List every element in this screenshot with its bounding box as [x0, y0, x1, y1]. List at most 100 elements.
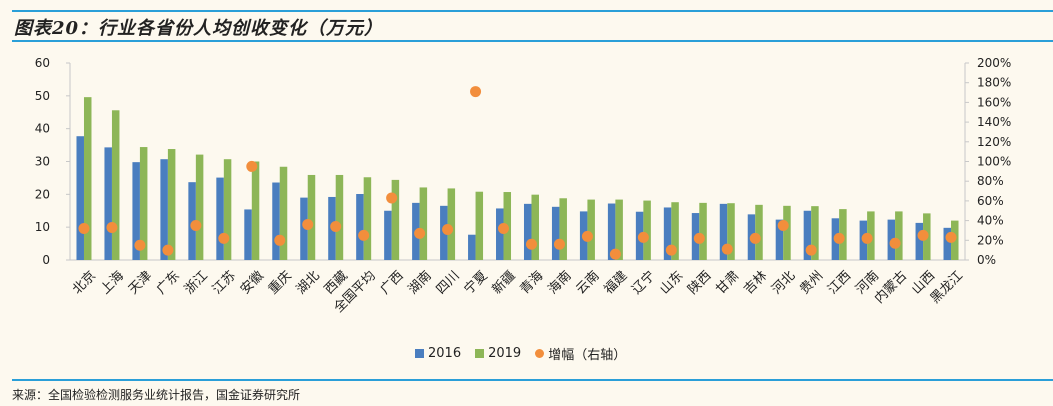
bar-2019-17: [559, 198, 567, 260]
x-tick-label: 江苏: [209, 268, 239, 298]
growth-point-8: [302, 219, 314, 231]
y2-tick-label: 40%: [977, 214, 1004, 228]
bar-2016-30: [915, 222, 924, 260]
bar-2016-5: [216, 177, 224, 260]
y2-tick-label: 200%: [977, 56, 1011, 70]
bar-2016-10: [356, 194, 364, 260]
y2-tick-label: 140%: [977, 115, 1011, 129]
y2-tick-label: 120%: [977, 135, 1011, 149]
growth-point-5: [218, 232, 230, 244]
y-tick-label: 60: [35, 56, 50, 70]
growth-point-6: [246, 160, 258, 172]
y-tick-label: 10: [35, 220, 50, 234]
legend-label-2016: 2016: [428, 346, 462, 361]
y2-tick-label: 80%: [977, 174, 1004, 188]
y2-tick-label: 60%: [977, 194, 1004, 208]
growth-point-16: [525, 238, 537, 250]
bar-2016-25: [775, 219, 784, 260]
bar-2019-22: [699, 202, 707, 260]
legend-swatch-2019: [475, 349, 485, 358]
y2-tick-label: 100%: [977, 155, 1011, 169]
bar-2016-21: [663, 207, 672, 260]
x-tick-label: 辽宁: [629, 268, 659, 298]
bar-2016-15: [496, 208, 504, 260]
x-tick-label: 甘肃: [713, 268, 742, 297]
x-tick-label: 黑龙江: [928, 268, 966, 306]
legend: 2016 2019 增幅（右轴）: [415, 344, 626, 363]
growth-point-26: [805, 244, 817, 256]
bar-2019-8: [307, 174, 316, 260]
x-tick-label: 天津: [126, 268, 155, 297]
growth-point-17: [553, 238, 565, 250]
growth-point-30: [917, 229, 929, 241]
x-tick-label: 湖南: [405, 268, 435, 298]
bar-2016-23: [719, 203, 728, 260]
y-tick-label: 50: [35, 89, 50, 103]
bar-2016-0: [76, 136, 84, 260]
growth-point-4: [190, 220, 202, 232]
y-tick-label: 20: [35, 187, 50, 201]
y2-tick-label: 0%: [977, 253, 996, 267]
bar-2019-13: [447, 188, 456, 260]
growth-point-13: [442, 223, 454, 235]
y2-tick-label: 160%: [977, 95, 1011, 109]
bar-2019-14: [475, 191, 484, 260]
bar-2019-23: [727, 203, 735, 260]
growth-point-23: [721, 243, 733, 255]
growth-point-3: [162, 244, 174, 256]
bar-2019-12: [419, 187, 428, 260]
growth-point-19: [609, 248, 621, 260]
bar-2016-17: [551, 206, 560, 260]
y2-tick-label: 180%: [977, 76, 1011, 90]
y-tick-label: 40: [35, 122, 50, 136]
x-tick-label: 吉林: [741, 268, 770, 297]
bar-2016-19: [607, 203, 616, 260]
x-tick-label: 海南: [545, 268, 575, 298]
bar-2019-10: [363, 177, 372, 260]
x-tick-label: 浙江: [182, 268, 211, 297]
x-tick-label: 江西: [825, 268, 854, 297]
growth-point-31: [945, 231, 957, 243]
x-tick-label: 内蒙古: [871, 268, 910, 307]
legend-label-2019: 2019: [488, 346, 522, 361]
x-tick-label: 宁夏: [461, 268, 491, 298]
y-tick-label: 0: [42, 253, 50, 267]
growth-point-1: [106, 221, 118, 233]
bar-2016-16: [523, 203, 532, 260]
x-tick-label: 安徽: [238, 268, 267, 297]
x-tick-label: 广西: [378, 268, 407, 297]
bar-2019-19: [615, 199, 623, 260]
x-tick-label: 贵州: [797, 268, 826, 297]
bar-2016-26: [803, 210, 812, 260]
legend-item-growth: 增幅（右轴）: [535, 344, 626, 363]
growth-point-25: [777, 220, 789, 232]
bar-2019-20: [643, 200, 651, 260]
growth-point-9: [330, 221, 342, 233]
x-tick-label: 四川: [434, 268, 463, 297]
bar-2019-25: [783, 205, 791, 260]
x-tick-label: 云南: [573, 268, 603, 298]
bar-2019-26: [811, 206, 819, 260]
legend-swatch-2016: [415, 349, 424, 358]
bar-2019-18: [587, 199, 595, 260]
x-tick-label: 广东: [154, 268, 183, 297]
bar-2019-11: [391, 179, 400, 260]
footer-rule: [12, 379, 1053, 381]
growth-point-24: [749, 232, 761, 244]
growth-point-0: [78, 222, 90, 234]
growth-point-22: [693, 232, 705, 244]
growth-point-15: [498, 222, 510, 234]
bar-2016-8: [300, 197, 308, 260]
bar-2016-2: [132, 162, 140, 260]
growth-point-2: [134, 239, 146, 251]
source-note: 来源：全国检验检测服务业统计报告，国金证券研究所: [12, 388, 301, 402]
growth-point-28: [861, 232, 873, 244]
legend-item-2016: 2016: [415, 346, 461, 361]
x-tick-label: 北京: [70, 268, 99, 297]
bar-2019-6: [251, 161, 260, 260]
x-tick-label: 湖北: [294, 268, 323, 297]
y2-tick-label: 20%: [977, 233, 1004, 247]
x-tick-label: 新疆: [489, 268, 519, 298]
bar-2016-6: [244, 209, 252, 260]
title-rule: [12, 40, 1053, 42]
